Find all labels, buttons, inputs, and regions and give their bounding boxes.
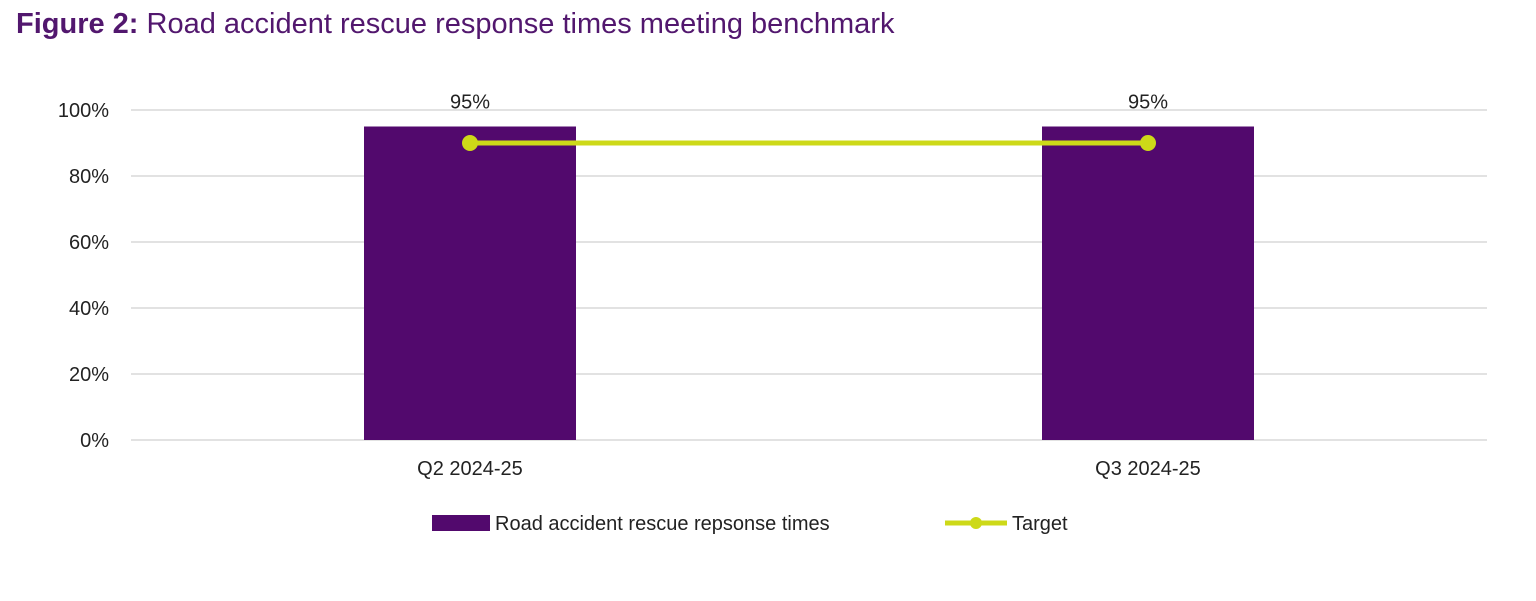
y-tick-label: 20% <box>69 364 109 386</box>
category-label: Q2 2024-25 <box>417 458 523 480</box>
y-tick-label: 60% <box>69 232 109 254</box>
data-label: 95% <box>450 92 490 114</box>
legend-swatch-bars <box>432 515 490 531</box>
target-point <box>1140 135 1156 151</box>
target-point <box>462 135 478 151</box>
legend-label-bars: Road accident rescue repsonse times <box>495 513 830 535</box>
bar <box>1042 126 1254 440</box>
legend-label-target: Target <box>1012 513 1068 535</box>
figure-title-text: Road accident rescue response times meet… <box>146 8 895 40</box>
bar <box>364 126 576 440</box>
data-label: 95% <box>1128 92 1168 114</box>
y-tick-label: 100% <box>58 100 109 122</box>
y-tick-label: 40% <box>69 298 109 320</box>
y-tick-label: 0% <box>80 430 109 452</box>
figure-title: Figure 2: Road accident rescue response … <box>16 8 894 41</box>
legend-swatch-target-marker <box>970 517 982 529</box>
y-tick-label: 80% <box>69 166 109 188</box>
category-label: Q3 2024-25 <box>1095 458 1201 480</box>
figure-number: Figure 2: <box>16 8 139 40</box>
